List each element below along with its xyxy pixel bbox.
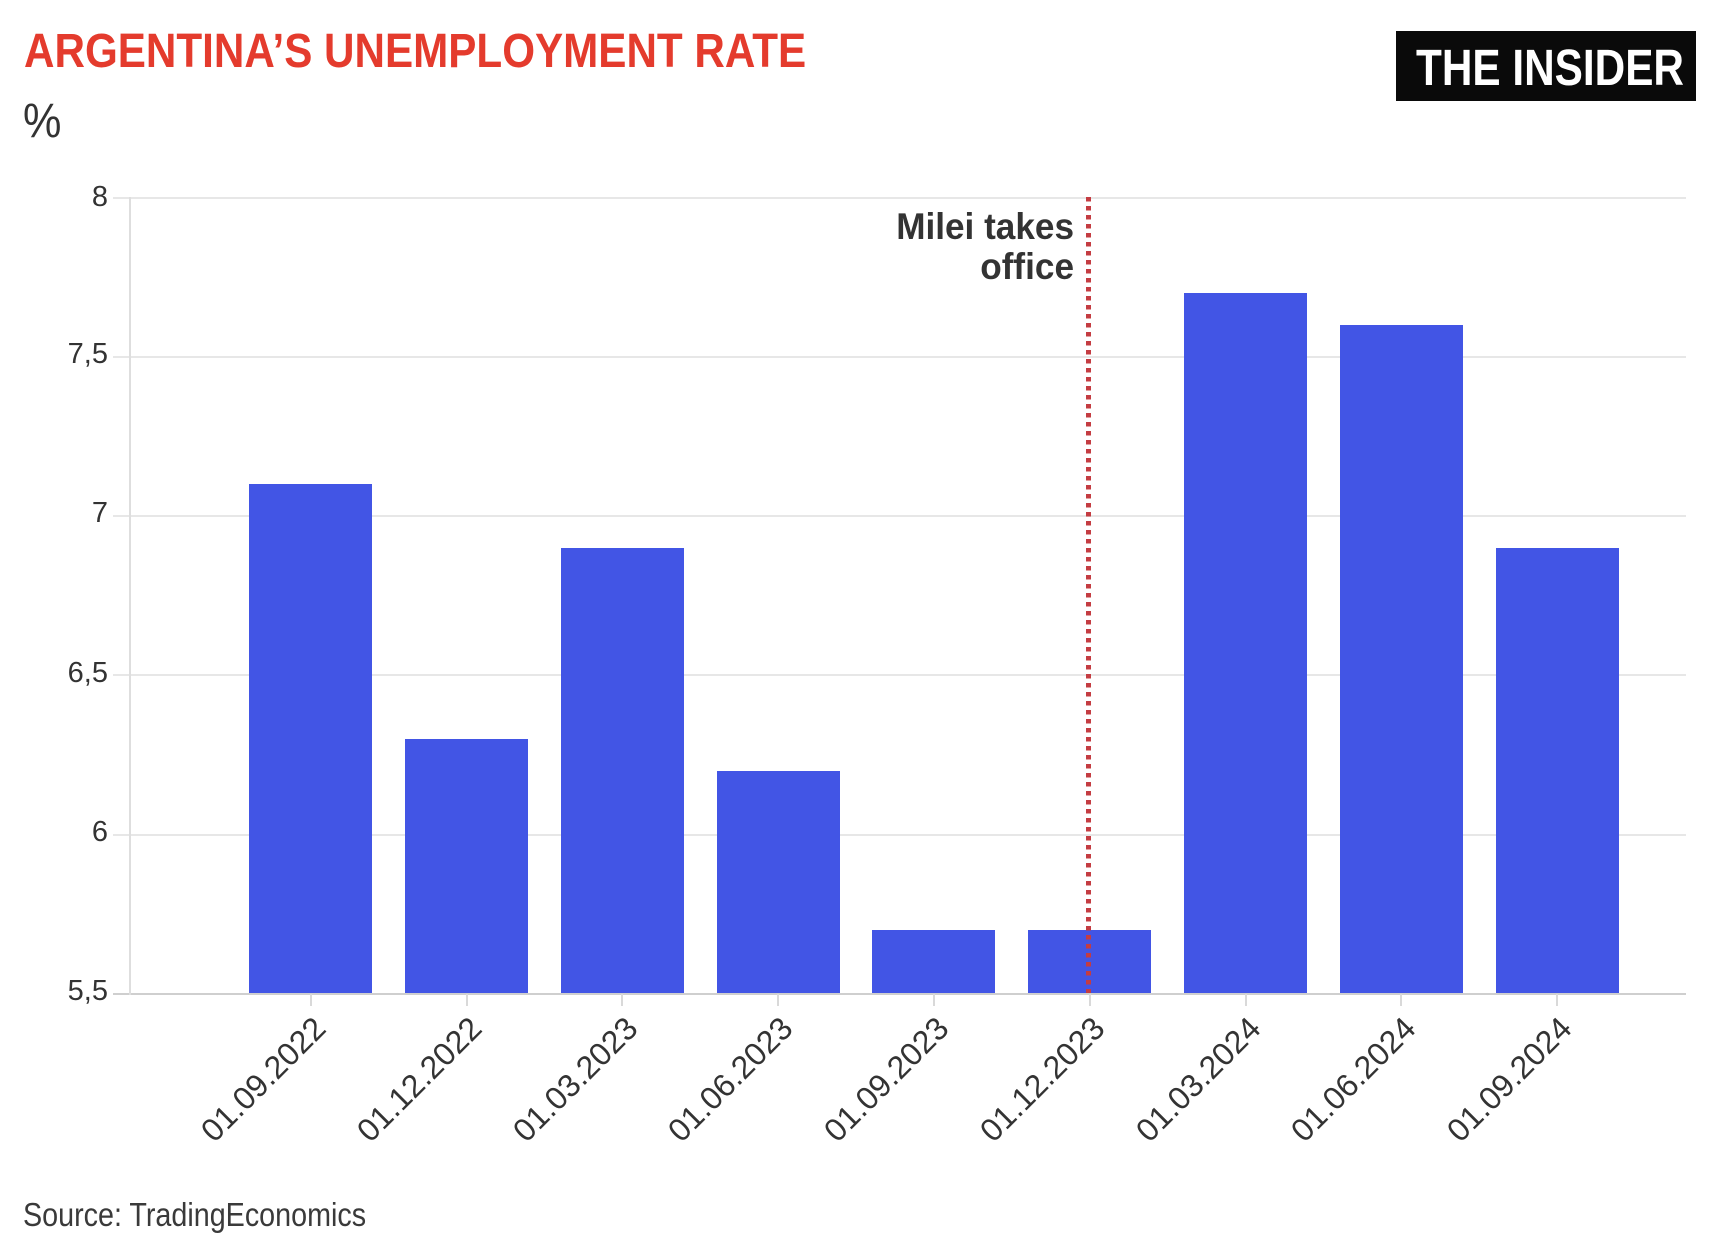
- svg-text:THE INSIDER: THE INSIDER: [1416, 39, 1684, 96]
